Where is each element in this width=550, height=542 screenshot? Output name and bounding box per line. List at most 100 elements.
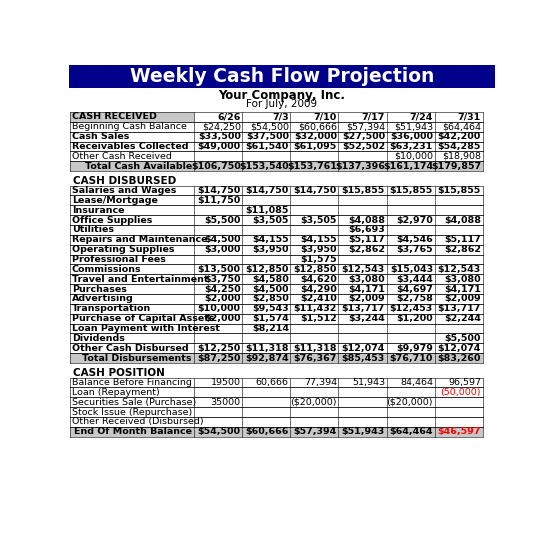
- Text: $60,666: $60,666: [298, 122, 337, 131]
- FancyBboxPatch shape: [387, 225, 434, 235]
- FancyBboxPatch shape: [434, 333, 482, 343]
- FancyBboxPatch shape: [338, 225, 387, 235]
- FancyBboxPatch shape: [290, 141, 338, 151]
- FancyBboxPatch shape: [338, 205, 387, 215]
- FancyBboxPatch shape: [338, 132, 387, 141]
- FancyBboxPatch shape: [194, 185, 243, 196]
- Text: $3,244: $3,244: [348, 314, 385, 323]
- Text: $12,543: $12,543: [438, 265, 481, 274]
- FancyBboxPatch shape: [338, 427, 387, 437]
- Text: Professional Fees: Professional Fees: [72, 255, 166, 264]
- Text: $3,950: $3,950: [300, 245, 337, 254]
- Text: $137,396: $137,396: [335, 162, 385, 171]
- Text: $60,666: $60,666: [245, 427, 289, 436]
- Text: $4,290: $4,290: [300, 285, 337, 294]
- Text: $4,155: $4,155: [300, 235, 337, 244]
- Text: $4,155: $4,155: [252, 235, 289, 244]
- FancyBboxPatch shape: [434, 215, 482, 225]
- FancyBboxPatch shape: [290, 235, 338, 245]
- FancyBboxPatch shape: [434, 378, 482, 388]
- Text: $15,855: $15,855: [390, 186, 433, 195]
- FancyBboxPatch shape: [243, 353, 290, 363]
- FancyBboxPatch shape: [194, 397, 243, 407]
- FancyBboxPatch shape: [387, 141, 434, 151]
- FancyBboxPatch shape: [338, 388, 387, 397]
- FancyBboxPatch shape: [243, 141, 290, 151]
- Text: $24,250: $24,250: [202, 122, 241, 131]
- FancyBboxPatch shape: [70, 397, 194, 407]
- Text: $64,464: $64,464: [389, 427, 433, 436]
- Text: $51,943: $51,943: [394, 122, 433, 131]
- Text: $4,697: $4,697: [396, 285, 433, 294]
- Text: Operating Supplies: Operating Supplies: [72, 245, 174, 254]
- Text: $9,979: $9,979: [396, 344, 433, 353]
- Text: Salaries and Wages: Salaries and Wages: [72, 186, 176, 195]
- FancyBboxPatch shape: [434, 196, 482, 205]
- FancyBboxPatch shape: [338, 112, 387, 122]
- FancyBboxPatch shape: [70, 255, 194, 264]
- Text: $1,200: $1,200: [397, 314, 433, 323]
- FancyBboxPatch shape: [243, 264, 290, 274]
- Text: End Of Month Balance: End Of Month Balance: [74, 427, 192, 436]
- FancyBboxPatch shape: [434, 388, 482, 397]
- Text: $36,000: $36,000: [390, 132, 433, 141]
- Text: $14,750: $14,750: [246, 186, 289, 195]
- FancyBboxPatch shape: [243, 284, 290, 294]
- FancyBboxPatch shape: [290, 205, 338, 215]
- FancyBboxPatch shape: [387, 255, 434, 264]
- FancyBboxPatch shape: [194, 264, 243, 274]
- FancyBboxPatch shape: [194, 235, 243, 245]
- Text: $11,432: $11,432: [294, 304, 337, 313]
- Text: $92,874: $92,874: [245, 353, 289, 363]
- FancyBboxPatch shape: [434, 284, 482, 294]
- FancyBboxPatch shape: [387, 264, 434, 274]
- FancyBboxPatch shape: [194, 215, 243, 225]
- FancyBboxPatch shape: [194, 333, 243, 343]
- FancyBboxPatch shape: [70, 333, 194, 343]
- Text: $13,500: $13,500: [198, 265, 241, 274]
- Text: Stock Issue (Repurchase): Stock Issue (Repurchase): [72, 408, 192, 416]
- FancyBboxPatch shape: [70, 324, 194, 333]
- FancyBboxPatch shape: [70, 264, 194, 274]
- FancyBboxPatch shape: [194, 141, 243, 151]
- Text: $10,000: $10,000: [394, 152, 433, 161]
- FancyBboxPatch shape: [290, 353, 338, 363]
- Text: $11,085: $11,085: [245, 206, 289, 215]
- FancyBboxPatch shape: [243, 122, 290, 132]
- FancyBboxPatch shape: [387, 151, 434, 162]
- Text: $12,250: $12,250: [197, 344, 241, 353]
- FancyBboxPatch shape: [387, 333, 434, 343]
- Text: Transportation: Transportation: [72, 304, 151, 313]
- Text: $106,750: $106,750: [191, 162, 241, 171]
- Text: $5,117: $5,117: [444, 235, 481, 244]
- FancyBboxPatch shape: [194, 196, 243, 205]
- Text: For July, 2009: For July, 2009: [246, 99, 317, 108]
- FancyBboxPatch shape: [290, 132, 338, 141]
- Text: $12,850: $12,850: [294, 265, 337, 274]
- FancyBboxPatch shape: [290, 245, 338, 255]
- FancyBboxPatch shape: [290, 407, 338, 417]
- FancyBboxPatch shape: [338, 122, 387, 132]
- Text: $76,710: $76,710: [389, 353, 433, 363]
- FancyBboxPatch shape: [290, 417, 338, 427]
- FancyBboxPatch shape: [290, 427, 338, 437]
- FancyBboxPatch shape: [194, 304, 243, 314]
- FancyBboxPatch shape: [387, 417, 434, 427]
- FancyBboxPatch shape: [290, 196, 338, 205]
- FancyBboxPatch shape: [194, 112, 243, 122]
- Text: Purchases: Purchases: [72, 285, 126, 294]
- Text: $11,318: $11,318: [245, 344, 289, 353]
- FancyBboxPatch shape: [70, 378, 194, 388]
- FancyBboxPatch shape: [387, 196, 434, 205]
- FancyBboxPatch shape: [243, 388, 290, 397]
- FancyBboxPatch shape: [434, 255, 482, 264]
- FancyBboxPatch shape: [338, 304, 387, 314]
- FancyBboxPatch shape: [338, 343, 387, 353]
- FancyBboxPatch shape: [387, 294, 434, 304]
- FancyBboxPatch shape: [194, 205, 243, 215]
- FancyBboxPatch shape: [338, 314, 387, 324]
- FancyBboxPatch shape: [194, 427, 243, 437]
- Text: 7/17: 7/17: [361, 112, 385, 121]
- Text: $83,260: $83,260: [438, 353, 481, 363]
- Text: $153,761: $153,761: [287, 162, 337, 171]
